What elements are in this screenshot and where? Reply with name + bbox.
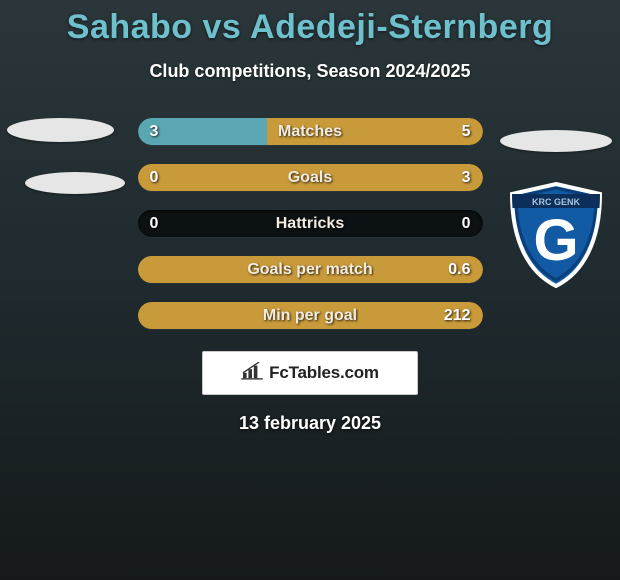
stat-label: Goals per match xyxy=(138,256,483,283)
placeholder-shape xyxy=(500,130,612,152)
shield-banner-text: KRC GENK xyxy=(532,197,581,207)
shield-letter: G xyxy=(533,208,578,273)
left-player-placeholder xyxy=(7,118,114,225)
placeholder-shape xyxy=(7,118,114,142)
stat-label: Hattricks xyxy=(138,210,483,237)
brand-text: FcTables.com xyxy=(269,363,379,383)
stat-right-value: 5 xyxy=(462,118,471,145)
stat-label: Goals xyxy=(138,164,483,191)
brand-box: FcTables.com xyxy=(202,351,418,395)
right-player-area: KRC GENK G xyxy=(500,130,612,290)
stat-bar: 0Hattricks0 xyxy=(138,210,483,237)
bar-chart-icon xyxy=(241,362,263,385)
stat-bar: 0Goals3 xyxy=(138,164,483,191)
stat-right-value: 0.6 xyxy=(448,256,470,283)
page-title: Sahabo vs Adedeji-Sternberg xyxy=(0,0,620,47)
stat-right-value: 0 xyxy=(462,210,471,237)
club-crest: KRC GENK G xyxy=(506,180,606,288)
comparison-area: KRC GENK G 3Matches50Goals30Hattricks0Go… xyxy=(0,118,620,434)
stat-right-value: 3 xyxy=(462,164,471,191)
stat-label: Matches xyxy=(138,118,483,145)
stat-bar: Goals per match0.6 xyxy=(138,256,483,283)
stat-bar: 3Matches5 xyxy=(138,118,483,145)
stat-right-value: 212 xyxy=(444,302,471,329)
placeholder-shape xyxy=(25,172,125,194)
stat-bars: 3Matches50Goals30Hattricks0Goals per mat… xyxy=(138,118,483,329)
date-text: 13 february 2025 xyxy=(0,413,620,434)
stat-bar: Min per goal212 xyxy=(138,302,483,329)
subtitle: Club competitions, Season 2024/2025 xyxy=(0,61,620,82)
stat-label: Min per goal xyxy=(138,302,483,329)
